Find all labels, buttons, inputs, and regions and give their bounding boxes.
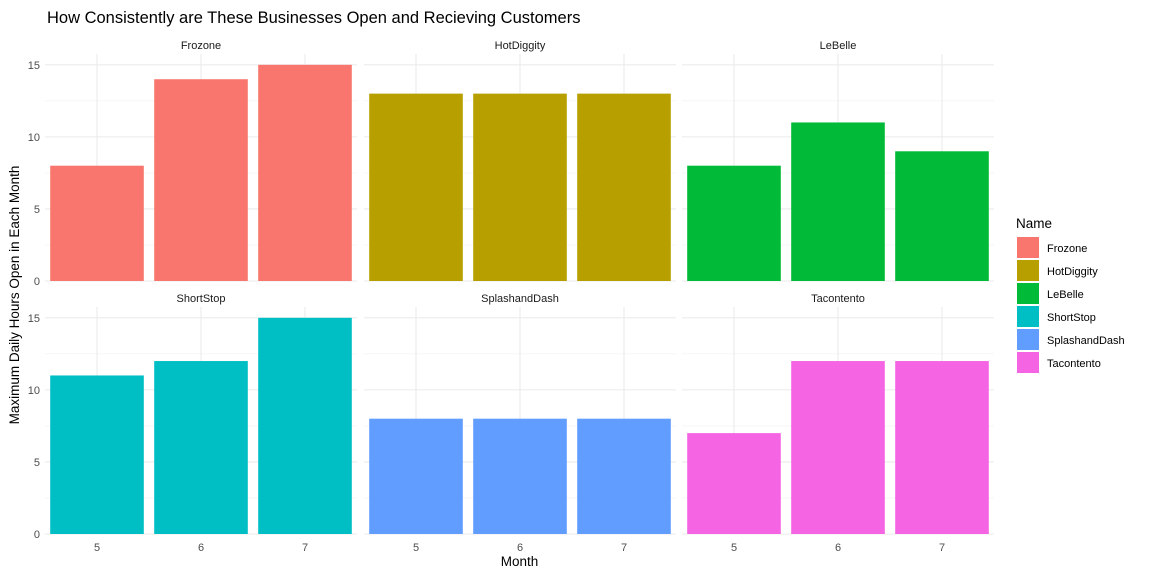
- bar-lebelle-5: [687, 165, 781, 281]
- legend-title: Name: [1016, 216, 1052, 231]
- facet-label: HotDiggity: [495, 40, 546, 52]
- y-tick-label: 10: [28, 385, 40, 397]
- y-tick-label: 0: [34, 276, 40, 288]
- bar-frozone-7: [258, 64, 352, 281]
- bar-frozone-6: [154, 79, 248, 281]
- legend-key-tacontento: [1017, 352, 1039, 373]
- y-tick-label: 15: [28, 60, 40, 72]
- x-tick-label: 6: [517, 542, 523, 554]
- y-tick-label: 5: [34, 204, 40, 216]
- y-tick-label: 0: [34, 529, 40, 541]
- x-tick-label: 5: [413, 542, 419, 554]
- facet-label: ShortStop: [177, 293, 226, 305]
- y-axis-title: Maximum Daily Hours Open in Each Month: [7, 166, 22, 425]
- bar-shortstop-6: [154, 361, 248, 534]
- legend-label: LeBelle: [1047, 289, 1084, 301]
- bar-hotdiggity-5: [369, 93, 463, 281]
- x-tick-label: 5: [94, 542, 100, 554]
- bar-tacontento-7: [895, 361, 989, 534]
- bar-shortstop-7: [258, 317, 352, 534]
- legend-label: SplashandDash: [1047, 335, 1125, 347]
- x-tick-label: 7: [621, 542, 627, 554]
- legend-key-lebelle: [1017, 283, 1039, 304]
- bar-hotdiggity-6: [473, 93, 567, 281]
- bar-hotdiggity-7: [577, 93, 671, 281]
- bar-splashanddash-7: [577, 418, 671, 534]
- x-tick-label: 7: [302, 542, 308, 554]
- facet-label: SplashandDash: [481, 293, 559, 305]
- facet-label: Tacontento: [811, 293, 865, 305]
- bar-frozone-5: [50, 165, 144, 281]
- bar-splashanddash-6: [473, 418, 567, 534]
- legend-label: ShortStop: [1047, 312, 1096, 324]
- y-tick-label: 10: [28, 132, 40, 144]
- legend-key-hotdiggity: [1017, 260, 1039, 281]
- x-tick-label: 5: [731, 542, 737, 554]
- legend-key-shortstop: [1017, 306, 1039, 327]
- legend-label: Tacontento: [1047, 358, 1101, 370]
- legend-key-frozone: [1017, 237, 1039, 258]
- legend-key-splashanddash: [1017, 329, 1039, 350]
- chart-title: How Consistently are These Businesses Op…: [47, 9, 580, 27]
- x-tick-label: 6: [835, 542, 841, 554]
- facet-label: LeBelle: [820, 40, 857, 52]
- y-tick-label: 5: [34, 457, 40, 469]
- y-tick-label: 15: [28, 313, 40, 325]
- bar-lebelle-6: [791, 122, 885, 281]
- facet-label: Frozone: [181, 40, 221, 52]
- bar-shortstop-5: [50, 375, 144, 534]
- x-tick-label: 6: [198, 542, 204, 554]
- bar-tacontento-5: [687, 433, 781, 534]
- legend-label: HotDiggity: [1047, 266, 1098, 278]
- x-tick-label: 7: [939, 542, 945, 554]
- bar-lebelle-7: [895, 151, 989, 281]
- x-axis-title: Month: [501, 554, 539, 569]
- bar-splashanddash-5: [369, 418, 463, 534]
- legend-label: Frozone: [1047, 243, 1087, 255]
- bar-tacontento-6: [791, 361, 885, 534]
